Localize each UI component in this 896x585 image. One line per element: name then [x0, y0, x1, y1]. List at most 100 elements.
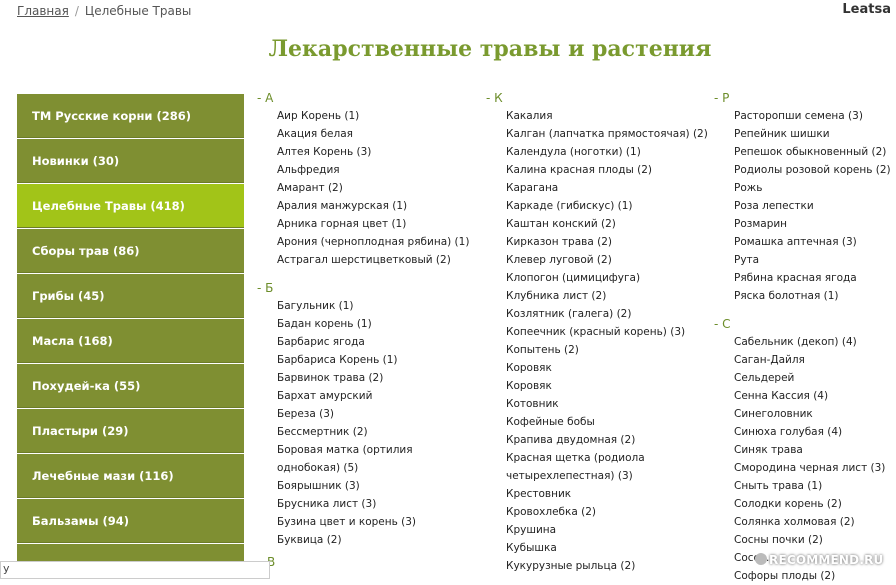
herb-link[interactable]: Арника горная цвет (1)	[277, 218, 407, 230]
letter-heading-k: - К	[486, 91, 503, 105]
herb-link[interactable]: Репейник шишки	[734, 128, 830, 140]
herb-link[interactable]: Крапива двудомная (2)	[506, 434, 636, 446]
sidebar-item-herb-collections[interactable]: Сборы трав (86)	[17, 229, 244, 273]
sidebar-item-russian-roots[interactable]: ТМ Русские корни (286)	[17, 94, 244, 138]
herb-link[interactable]: Кофейные бобы	[506, 416, 595, 428]
herb-link[interactable]: Бузина цвет и корень (3)	[277, 516, 417, 528]
herb-link[interactable]: Клевер луговой (2)	[506, 254, 612, 266]
herb-link[interactable]: Роза лепестки	[734, 200, 814, 212]
herb-link[interactable]: Клубника лист (2)	[506, 290, 607, 302]
herb-link[interactable]: Кубышка	[506, 542, 557, 554]
herb-link[interactable]: Амарант (2)	[277, 182, 343, 194]
herb-link[interactable]: Боровая матка (ортилия однобокая) (5)	[277, 444, 413, 474]
herb-link[interactable]: Копеечник (красный корень) (3)	[506, 326, 686, 338]
herb-link[interactable]: Смородина черная лист (3)	[734, 462, 886, 474]
herb-link[interactable]: Сныть трава (1)	[734, 480, 823, 492]
herb-link[interactable]: Кирказон трава (2)	[506, 236, 612, 248]
herb-link[interactable]: Барбариса Корень (1)	[277, 354, 398, 366]
herb-link[interactable]: Козлятник (галега) (2)	[506, 308, 632, 320]
herb-link[interactable]: Софоры плоды (2)	[734, 570, 836, 582]
letter-heading-v: В	[267, 555, 276, 569]
herb-link[interactable]: Альфредия	[277, 164, 340, 176]
herb-link[interactable]: Бадан корень (1)	[277, 318, 372, 330]
breadcrumb-home-link[interactable]: Главная	[17, 4, 69, 18]
sidebar-item-weight-loss[interactable]: Похудей-ка (55)	[17, 364, 244, 408]
sidebar-item-balms[interactable]: Бальзамы (94)	[17, 499, 244, 543]
herb-link[interactable]: Ромашка аптечная (3)	[734, 236, 857, 248]
herb-link[interactable]: Бессмертник (2)	[277, 426, 368, 438]
herb-link[interactable]: Ряска болотная (1)	[734, 290, 839, 302]
herb-link[interactable]: Коровяк	[506, 362, 552, 374]
herb-link[interactable]: Аралия манжурская (1)	[277, 200, 408, 212]
herb-link[interactable]: Календула (ноготки) (1)	[506, 146, 641, 158]
herb-link[interactable]: Сабельник (декоп) (4)	[734, 336, 857, 348]
herb-link[interactable]: Рута	[734, 254, 760, 266]
herb-link[interactable]: Красная щетка (родиола четырехлепестная)…	[506, 452, 645, 482]
herb-link[interactable]: Солодки корень (2)	[734, 498, 842, 510]
herb-link[interactable]: Солянка холмовая (2)	[734, 516, 855, 528]
herb-link[interactable]: Кровохлебка (2)	[506, 506, 597, 518]
herb-link[interactable]: Крестовник	[506, 488, 572, 500]
herb-link[interactable]: Синюха голубая (4)	[734, 426, 843, 438]
sidebar-item-ointments[interactable]: Лечебные мази (116)	[17, 454, 244, 498]
herb-link[interactable]: Карагана	[506, 182, 559, 194]
herb-link[interactable]: Аир Корень (1)	[277, 110, 360, 122]
herb-link[interactable]: Буквица (2)	[277, 534, 342, 546]
herb-link[interactable]: Клопогон (цимицифуга)	[506, 272, 641, 284]
herb-link[interactable]: Крушина	[506, 524, 557, 536]
herb-link[interactable]: Саган-Дайля	[734, 354, 805, 366]
herb-link[interactable]: Репешок обыкновенный (2)	[734, 146, 887, 158]
herb-link[interactable]: Астрагал шерстицветковый (2)	[277, 254, 451, 266]
herb-link[interactable]: Акация белая	[277, 128, 353, 140]
letter-heading-r: - Р	[714, 91, 730, 105]
herb-link[interactable]: Синеголовник	[734, 408, 813, 420]
letter-heading-a: - А	[257, 91, 274, 105]
herb-link[interactable]: Родиолы розовой корень (2)	[734, 164, 891, 176]
sidebar-item-mushrooms[interactable]: Грибы (45)	[17, 274, 244, 318]
category-sidebar: ТМ Русские корни (286) Новинки (30) Целе…	[17, 94, 244, 565]
bottom-text-field[interactable]: y	[0, 561, 270, 579]
watermark-text: RECOMMEND.RU	[769, 553, 884, 567]
herb-link[interactable]: Калган (лапчатка прямостоячая) (2)	[506, 128, 708, 140]
herb-link[interactable]: Барвинок трава (2)	[277, 372, 384, 384]
sidebar-item-healing-herbs[interactable]: Целебные Травы (418)	[17, 184, 244, 228]
herb-link[interactable]: Калина красная плоды (2)	[506, 164, 652, 176]
user-name[interactable]: Leatsa	[842, 2, 891, 17]
sidebar-item-patches[interactable]: Пластыри (29)	[17, 409, 244, 453]
herb-link[interactable]: Розмарин	[734, 218, 788, 230]
breadcrumb-current: Целебные Травы	[84, 4, 192, 18]
herb-link[interactable]: Сенна Кассия (4)	[734, 390, 829, 402]
letter-heading-b: - Б	[257, 281, 274, 295]
sidebar-item-oils[interactable]: Масла (168)	[17, 319, 244, 363]
herb-link[interactable]: Барбарис ягода	[277, 336, 365, 348]
herb-link[interactable]: Рожь	[734, 182, 763, 194]
herb-column-k: - К Какалия Калган (лапчатка прямостояча…	[486, 89, 708, 575]
sidebar-item-new[interactable]: Новинки (30)	[17, 139, 244, 183]
top-bar: Главная / Целебные Травы Leatsa	[0, 0, 896, 24]
letter-heading-s: - С	[714, 317, 731, 331]
breadcrumb-separator: /	[74, 4, 79, 18]
watermark-icon	[755, 553, 767, 565]
herb-link[interactable]: Каркаде (гибискус) (1)	[506, 200, 633, 212]
herb-link[interactable]: Рябина красная ягода	[734, 272, 857, 284]
herb-link[interactable]: Боярышник (3)	[277, 480, 360, 492]
herb-link[interactable]: Расторопши семена (3)	[734, 110, 863, 122]
herb-column-r-s: - Р Расторопши семена (3) Репейник шишки…	[714, 89, 894, 585]
herb-link[interactable]: Какалия	[506, 110, 553, 122]
herb-link[interactable]: Котовник	[506, 398, 559, 410]
herb-link[interactable]: Бархат амурский	[277, 390, 373, 402]
herb-link[interactable]: Синяк трава	[734, 444, 803, 456]
watermark-logo: RECOMMEND.RU	[755, 553, 883, 567]
herb-link[interactable]: Алтея Корень (3)	[277, 146, 372, 158]
page-title: Лекарственные травы и растения	[268, 36, 712, 62]
herb-link[interactable]: Кукурузные рыльца (2)	[506, 560, 636, 572]
herb-link[interactable]: Брусника лист (3)	[277, 498, 377, 510]
herb-link[interactable]: Сельдерей	[734, 372, 795, 384]
herb-link[interactable]: Сосны почки (2)	[734, 534, 823, 546]
herb-link[interactable]: Копытень (2)	[506, 344, 579, 356]
herb-link[interactable]: Багульник (1)	[277, 300, 354, 312]
herb-link[interactable]: Коровяк	[506, 380, 552, 392]
herb-link[interactable]: Береза (3)	[277, 408, 335, 420]
herb-link[interactable]: Арония (черноплодная рябина) (1)	[277, 236, 470, 248]
herb-link[interactable]: Каштан конский (2)	[506, 218, 616, 230]
